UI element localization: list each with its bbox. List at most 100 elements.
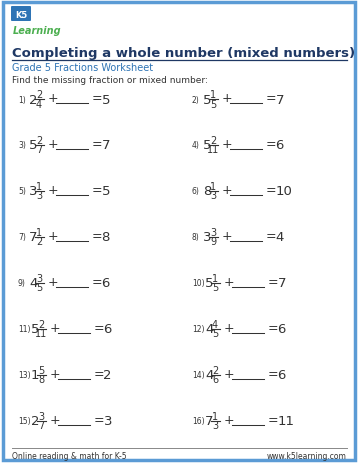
Text: 3): 3) <box>18 141 26 150</box>
Text: 3: 3 <box>36 274 42 284</box>
Text: 4): 4) <box>192 141 200 150</box>
Text: 2: 2 <box>210 136 216 146</box>
Text: 13): 13) <box>18 371 31 380</box>
Text: =: = <box>266 184 276 197</box>
Text: 7: 7 <box>102 139 110 152</box>
Text: 7): 7) <box>18 233 26 242</box>
Text: 5: 5 <box>212 283 218 293</box>
Text: =: = <box>267 322 278 335</box>
Text: +: + <box>50 368 60 381</box>
Text: =: = <box>266 92 276 105</box>
Text: 8): 8) <box>192 233 200 242</box>
Text: 10): 10) <box>192 279 205 288</box>
Text: Learning: Learning <box>13 26 62 36</box>
Text: +: + <box>224 276 234 289</box>
Text: 15): 15) <box>18 417 31 425</box>
Text: 5: 5 <box>29 139 37 152</box>
Text: 4: 4 <box>36 99 42 109</box>
Text: 4: 4 <box>205 369 213 382</box>
Text: =: = <box>92 138 102 151</box>
Text: 1: 1 <box>210 182 216 192</box>
Text: 7: 7 <box>36 145 42 155</box>
Text: 1: 1 <box>212 412 218 422</box>
Text: =: = <box>267 368 278 381</box>
Text: +: + <box>47 138 58 151</box>
Text: 11): 11) <box>18 325 31 334</box>
Text: =: = <box>92 230 102 243</box>
Text: 2: 2 <box>36 136 42 146</box>
FancyBboxPatch shape <box>11 7 31 22</box>
Text: 9): 9) <box>18 279 26 288</box>
Text: 4: 4 <box>205 323 213 336</box>
Text: 4: 4 <box>29 277 37 290</box>
Text: +: + <box>222 184 232 197</box>
Text: +: + <box>47 184 58 197</box>
Text: 3: 3 <box>29 185 37 198</box>
Text: 5: 5 <box>102 185 110 198</box>
Text: 2: 2 <box>36 237 42 247</box>
Text: +: + <box>224 413 234 426</box>
Text: 7: 7 <box>275 94 284 106</box>
Text: 8: 8 <box>203 185 211 198</box>
Text: K5: K5 <box>15 11 27 19</box>
Text: 6: 6 <box>103 323 112 336</box>
Text: +: + <box>222 138 232 151</box>
Text: +: + <box>50 322 60 335</box>
Text: 12): 12) <box>192 325 205 334</box>
Text: =: = <box>266 230 276 243</box>
Text: 3: 3 <box>210 191 216 201</box>
Text: 3: 3 <box>38 412 44 422</box>
Text: 2: 2 <box>38 320 44 330</box>
Text: 4: 4 <box>275 231 284 244</box>
Text: +: + <box>224 322 234 335</box>
Text: +: + <box>50 413 60 426</box>
Text: =: = <box>93 413 104 426</box>
Text: =: = <box>267 413 278 426</box>
Text: 6: 6 <box>278 323 286 336</box>
Text: =: = <box>92 276 102 289</box>
Text: 5: 5 <box>36 283 42 293</box>
Text: 5: 5 <box>210 99 216 109</box>
Text: 3: 3 <box>103 414 112 427</box>
Text: =: = <box>92 184 102 197</box>
Text: 9: 9 <box>210 237 216 247</box>
Text: 3: 3 <box>210 228 216 238</box>
Text: 8: 8 <box>102 231 110 244</box>
Text: Grade 5 Fractions Worksheet: Grade 5 Fractions Worksheet <box>12 63 153 73</box>
Text: 2): 2) <box>192 95 200 104</box>
Text: 10: 10 <box>275 185 292 198</box>
Text: 6: 6 <box>212 375 218 385</box>
Text: 11: 11 <box>207 145 219 155</box>
Text: Online reading & math for K-5: Online reading & math for K-5 <box>12 451 127 460</box>
Text: 7: 7 <box>38 420 44 431</box>
Text: 7: 7 <box>205 414 214 427</box>
Text: 14): 14) <box>192 371 205 380</box>
Text: 3: 3 <box>203 231 211 244</box>
Text: 3: 3 <box>36 191 42 201</box>
Text: 2: 2 <box>31 414 39 427</box>
Text: +: + <box>222 92 232 105</box>
Text: 5: 5 <box>203 94 211 106</box>
Text: +: + <box>47 92 58 105</box>
Text: =: = <box>92 92 102 105</box>
Text: =: = <box>93 368 104 381</box>
Text: 6: 6 <box>275 139 284 152</box>
Text: 5: 5 <box>31 323 39 336</box>
Text: 1: 1 <box>36 182 42 192</box>
Text: 1): 1) <box>18 95 26 104</box>
Text: Find the missing fraction or mixed number:: Find the missing fraction or mixed numbe… <box>12 76 208 85</box>
Text: 1: 1 <box>210 90 216 100</box>
Text: 2: 2 <box>29 94 37 106</box>
Text: 3: 3 <box>212 420 218 431</box>
Text: 11: 11 <box>278 414 294 427</box>
Text: +: + <box>224 368 234 381</box>
Text: 5: 5 <box>205 277 214 290</box>
Text: 4: 4 <box>212 320 218 330</box>
Text: =: = <box>93 322 104 335</box>
Text: 2: 2 <box>212 366 218 375</box>
Text: www.k5learning.com: www.k5learning.com <box>267 451 347 460</box>
Text: 2: 2 <box>36 90 42 100</box>
Text: 1: 1 <box>212 274 218 284</box>
Text: 5: 5 <box>212 329 218 339</box>
Text: =: = <box>266 138 276 151</box>
